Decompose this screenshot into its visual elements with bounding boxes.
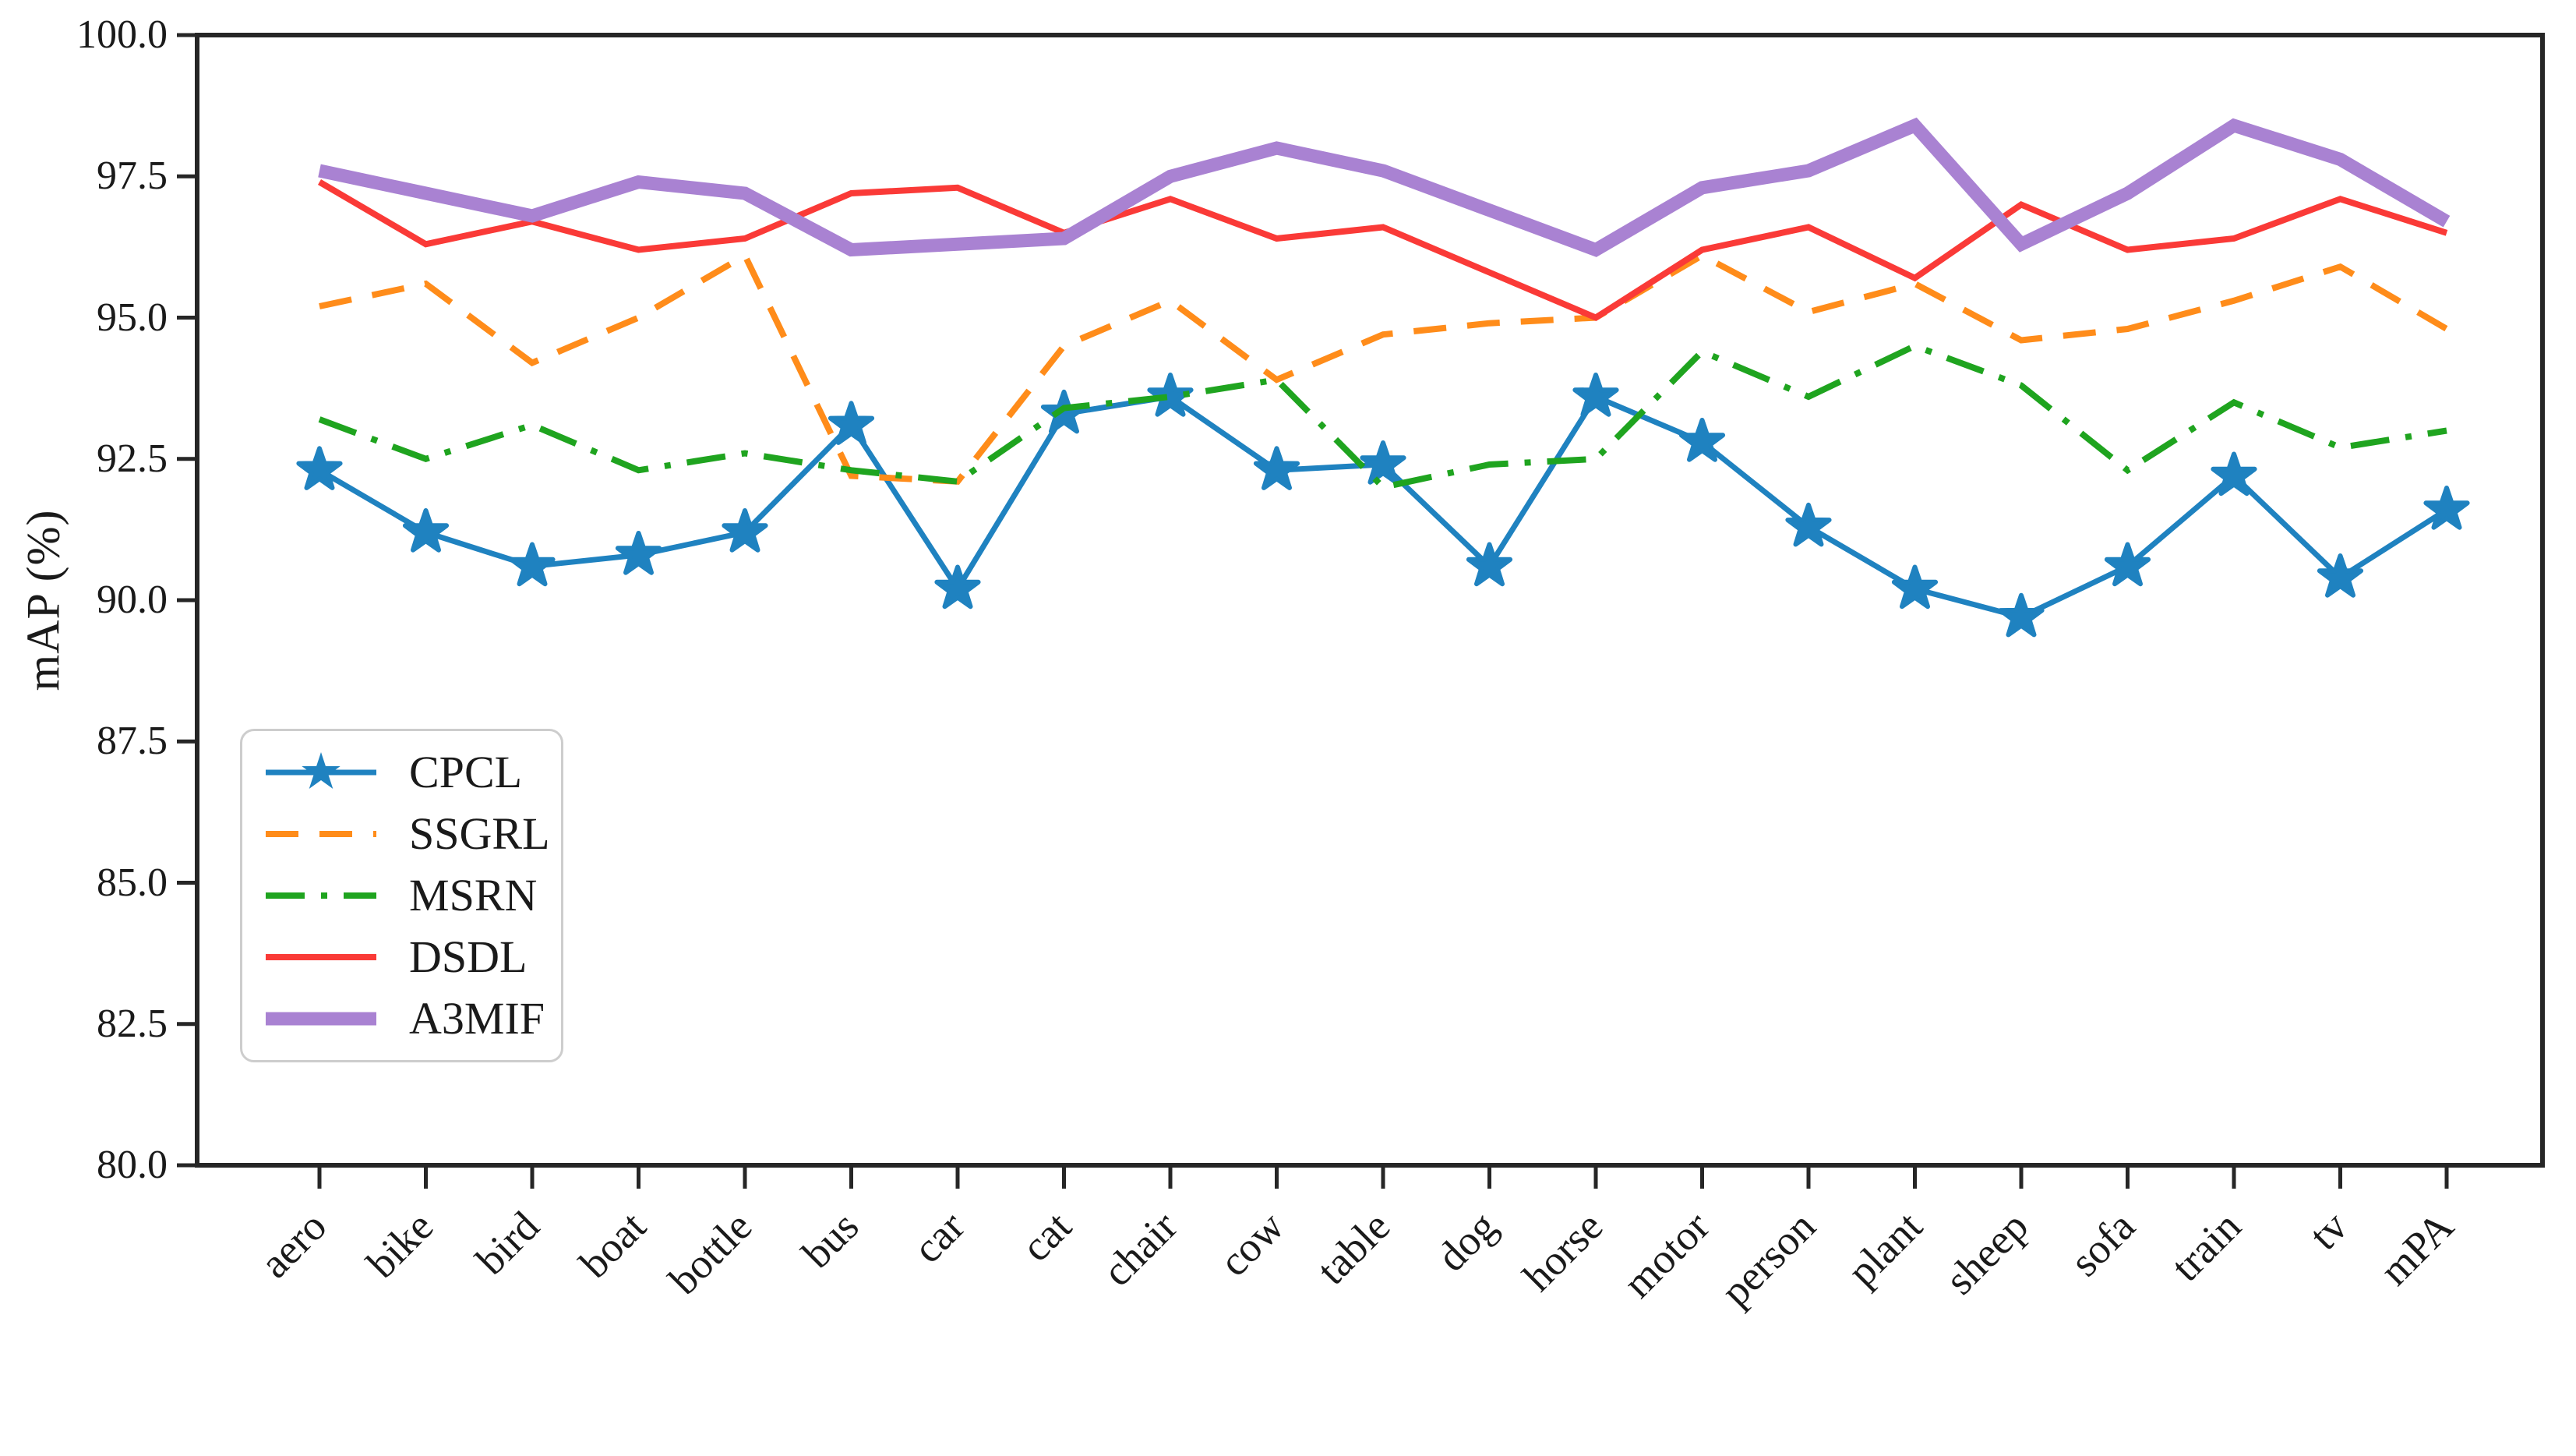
ssgrl-line-sample-icon [266,831,376,838]
series-line-MSRN [318,342,2447,491]
data-point-star-CPCL [1785,502,1832,547]
series-line-A3MIF [318,117,2451,257]
data-point-star-CPCL [1466,542,1513,587]
data-point-star-CPCL [615,531,662,575]
msrn-line-sample-icon [266,892,376,899]
y-tick-label: 95.0 [97,295,168,340]
legend-item-MSRN: MSRN [263,871,541,921]
y-tick-label: 82.5 [97,1001,168,1046]
legend-item-DSDL: DSDL [263,932,541,982]
data-point-star-CPCL [722,508,768,553]
legend-label-SSGRL: SSGRL [409,808,550,860]
series-line-SSGRL [319,251,2449,485]
a3mif-line-sample-icon [266,1012,376,1026]
y-tick-label: 90.0 [97,578,168,622]
data-point-star-CPCL [934,564,981,610]
data-point-star-CPCL [1998,592,2045,638]
data-point-star-CPCL [1678,418,1726,462]
legend-item-SSGRL: SSGRL [263,809,550,859]
series-line-DSDL [317,179,2448,322]
plot-area [177,33,2545,1189]
legend-item-CPCL: CPCL [263,747,541,797]
data-point-star-CPCL [2104,542,2151,587]
legend-label-MSRN: MSRN [409,869,538,921]
y-tick-label: 97.5 [97,154,168,199]
data-point-star-CPCL [1360,440,1406,485]
data-point-star-CPCL [509,542,556,587]
data-point-star-CPCL [402,508,450,553]
y-tick-label: 80.0 [97,1143,168,1187]
data-point-star-CPCL [2317,553,2364,598]
y-tick-label: 85.0 [97,860,168,905]
legend-item-A3MIF: A3MIF [263,994,545,1044]
data-point-star-CPCL [2211,451,2257,497]
legend-label-DSDL: DSDL [409,931,528,982]
data-point-star-CPCL [1891,564,1939,610]
legend-label-CPCL: CPCL [409,747,523,798]
series-line-CPCL [318,393,2448,620]
data-point-star-CPCL [1253,446,1300,490]
figure: mAP (%) 80.0 82.5 85.0 87.5 90.0 92.5 95.0 97.5… [17,12,2545,1316]
star-marker-icon [302,752,341,790]
y-tick-label: 92.5 [97,436,168,481]
y-tick-label: 87.5 [97,719,168,764]
legend: CPCL SSGRL MSRN DSDL A3MIF [240,729,563,1062]
dsdl-line-sample-icon [266,953,376,960]
legend-label-A3MIF: A3MIF [409,992,545,1044]
data-point-star-CPCL [2423,486,2470,530]
data-point-star-CPCL [827,401,875,445]
data-point-star-CPCL [1147,373,1194,417]
cpcl-line-sample-icon [266,752,376,790]
data-point-star-CPCL [296,446,343,490]
y-tick-label: 100.0 [76,12,168,57]
data-point-star-CPCL [1572,373,1619,417]
